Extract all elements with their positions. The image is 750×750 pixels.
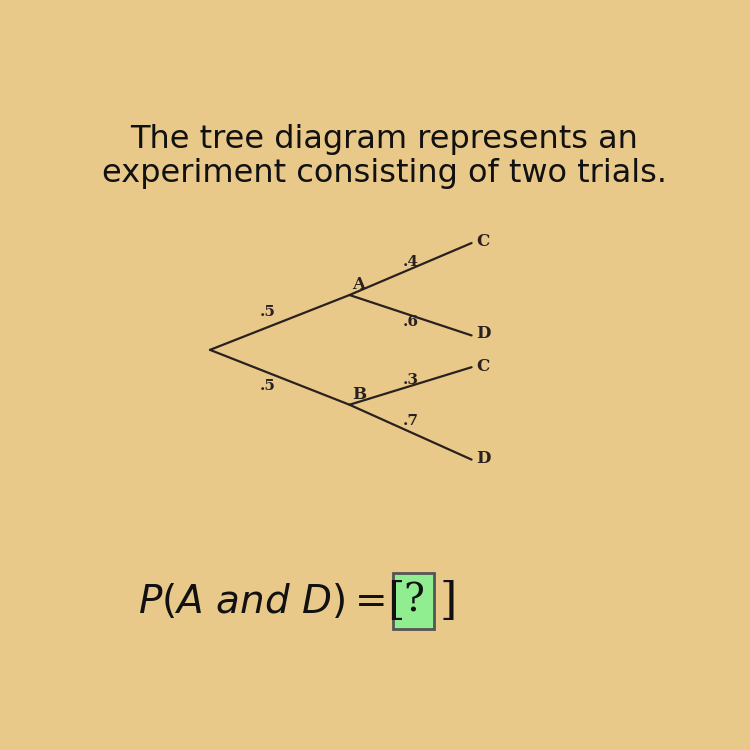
- Text: ?: ?: [403, 583, 424, 620]
- Text: [: [: [387, 580, 405, 622]
- Text: ]: ]: [440, 580, 457, 622]
- Text: D: D: [476, 326, 490, 342]
- Text: D: D: [476, 450, 490, 467]
- Text: .4: .4: [403, 254, 418, 268]
- Text: experiment consisting of two trials.: experiment consisting of two trials.: [102, 158, 667, 189]
- Text: .3: .3: [403, 374, 418, 388]
- Text: B: B: [352, 386, 367, 403]
- Text: C: C: [476, 233, 490, 250]
- Text: The tree diagram represents an: The tree diagram represents an: [130, 124, 638, 154]
- Text: A: A: [352, 276, 365, 293]
- Text: .5: .5: [260, 305, 276, 320]
- Text: $P(A\ \mathit{and}\ D) = $: $P(A\ \mathit{and}\ D) = $: [137, 581, 384, 620]
- Text: .6: .6: [403, 315, 418, 329]
- Text: .5: .5: [260, 380, 276, 393]
- Text: .7: .7: [403, 415, 418, 428]
- Text: C: C: [476, 358, 490, 374]
